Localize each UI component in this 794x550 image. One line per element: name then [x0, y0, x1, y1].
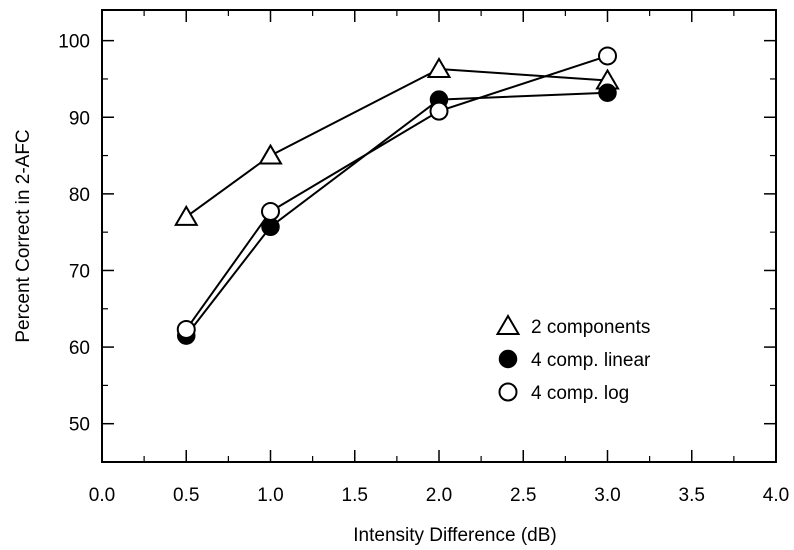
data-point-series-0 [174, 204, 199, 226]
y-tick-label: 60 [69, 338, 90, 359]
y-tick-label: 50 [69, 415, 90, 436]
x-tick-label: 2.0 [426, 485, 452, 506]
legend-label: 4 comp. linear [531, 350, 651, 371]
legend-marker [498, 349, 518, 369]
legend: 2 components 4 comp. linear 4 comp. log [495, 314, 651, 404]
x-tick-label: 3.0 [594, 485, 620, 506]
series-line-2 [185, 55, 608, 331]
y-tick-label: 90 [69, 108, 90, 129]
x-tick-label: 0.5 [173, 485, 199, 506]
data-point-series-0 [426, 57, 452, 78]
legend-item-2-components: 2 components [495, 314, 650, 338]
legend-label: 2 components [531, 317, 650, 338]
series-lines [185, 55, 608, 337]
data-point-series-2 [261, 201, 280, 221]
legend-item-4-comp-log: 4 comp. log [498, 382, 629, 404]
x-axis-label: Intensity Difference (dB) [353, 525, 556, 546]
y-axis-label: Percent Correct in 2-AFC [13, 129, 34, 342]
x-tick-label: 2.5 [510, 485, 536, 506]
data-point-series-1 [598, 83, 617, 102]
y-tick-label: 80 [69, 185, 90, 206]
y-tick-label: 100 [58, 32, 90, 53]
series-markers [174, 46, 620, 345]
series-line-1 [185, 91, 608, 337]
x-tick-label: 4.0 [763, 485, 789, 506]
legend-label: 4 comp. log [531, 383, 629, 404]
data-point-series-0 [258, 143, 283, 165]
legend-item-4-comp-linear: 4 comp. linear [498, 349, 651, 371]
axis-ticks: 0.0 0.5 1.0 1.5 2.0 2.5 3.0 3.5 4.0 50 60 70 80 90 100 [58, 10, 789, 506]
legend-marker-2 [498, 382, 518, 402]
x-tick-label: 1.5 [342, 485, 368, 506]
x-tick-label: 3.5 [679, 485, 705, 506]
legend-marker [495, 314, 521, 335]
data-point-series-2 [176, 319, 196, 339]
legend-marker [498, 382, 518, 402]
x-tick-label: 0.0 [89, 485, 115, 506]
data-point-series-2 [429, 101, 449, 121]
x-tick-label: 1.0 [257, 485, 283, 506]
legend-marker-1 [498, 349, 518, 369]
data-point-series-2 [598, 46, 617, 66]
legend-marker-0 [495, 314, 521, 335]
y-tick-label: 70 [69, 261, 90, 282]
series-line-0 [185, 67, 608, 218]
